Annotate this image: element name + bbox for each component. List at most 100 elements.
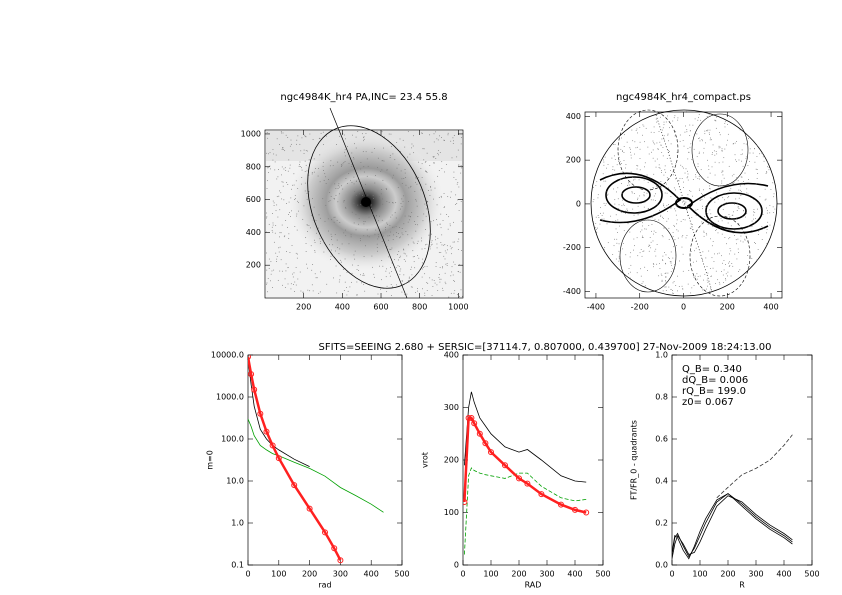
series-line — [672, 493, 793, 560]
panel: rad m=0 0 100 200 300 400 500 0.1 1.0 10.0 100.0 100… — [206, 351, 410, 590]
series-marker — [306, 505, 313, 512]
series-marker — [251, 386, 258, 393]
y-tick-label: 200 — [566, 156, 581, 165]
series-line — [464, 391, 587, 483]
y-tick-label: 0.0 — [655, 561, 668, 570]
axes-frame — [462, 354, 604, 566]
y-tick-label: 0.2 — [655, 519, 668, 528]
series-marker — [263, 428, 270, 435]
x-tick-label: 800 — [412, 303, 427, 312]
axes-frame — [247, 354, 403, 566]
galaxy-image — [266, 107, 462, 299]
series-line — [716, 434, 793, 499]
y-tick-label: 1000 — [241, 129, 261, 138]
series-marker — [337, 557, 344, 564]
series-marker — [516, 475, 522, 482]
x-tick-label: 500 — [595, 570, 610, 579]
y-axis-label: m=0 — [206, 450, 215, 470]
y-tick-label: 800 — [246, 162, 261, 171]
y-tick-label: 100 — [444, 508, 459, 517]
chart-title: ngc4984K_hr4 PA,INC= 23.4 55.8 — [280, 92, 447, 103]
series-line — [248, 359, 310, 467]
x-tick-label: 1000 — [448, 303, 468, 312]
y-tick-label: 200 — [246, 261, 261, 270]
series-marker — [248, 371, 255, 378]
panel: RAD vrot 0 100 200 300 400 500 0 100 200 300 400 — [421, 351, 611, 590]
series-marker — [524, 480, 531, 487]
axes-frame — [264, 129, 464, 299]
x-tick-label: 200 — [296, 303, 311, 312]
y-tick-label: 0.6 — [655, 435, 668, 444]
x-tick-label: 600 — [373, 303, 388, 312]
plot-area — [672, 434, 793, 560]
series-marker — [465, 415, 472, 421]
axes-frame — [584, 111, 783, 299]
x-axis-label: R — [739, 581, 745, 590]
x-tick-label: 0 — [460, 570, 465, 579]
y-tick-label: 1000.0 — [216, 393, 244, 402]
y-tick-label: 0.8 — [655, 393, 668, 402]
y-tick-label: 200 — [444, 456, 459, 465]
x-tick-label: 100 — [692, 570, 707, 579]
series-marker — [583, 509, 590, 516]
x-tick-label: 300 — [333, 570, 348, 579]
panel: ngc4984K_hr4 PA,INC= 23.4 55.8 200 400 600 8… — [241, 92, 469, 312]
x-tick-label: 100 — [483, 570, 498, 579]
y-tick-label: 1.0 — [655, 351, 668, 360]
series-marker — [331, 545, 338, 552]
y-axis-label: vrot — [421, 452, 430, 468]
plot-area — [463, 391, 590, 555]
plot-area — [248, 355, 384, 564]
y-tick-label: 300 — [444, 403, 459, 412]
chart-title: ngc4984K_hr4_compact.ps — [616, 92, 751, 103]
y-tick-label: -200 — [563, 243, 581, 252]
y-tick-label: 400 — [444, 351, 459, 360]
x-tick-label: 400 — [364, 570, 379, 579]
series-marker — [476, 430, 483, 437]
panel: R FT/FR_0 - quadrants 0 100 200 300 400 500 0.0 0… — [630, 351, 820, 590]
x-tick-label: 200 — [720, 303, 735, 312]
y-tick-label: 1.0 — [231, 519, 244, 528]
x-tick-label: 0 — [669, 570, 674, 579]
series-marker — [257, 410, 264, 417]
series-line — [248, 418, 384, 513]
y-axis-label: FT/FR_0 - quadrants — [630, 420, 639, 500]
y-tick-label: 400 — [246, 228, 261, 237]
x-tick-label: 400 — [763, 303, 778, 312]
series-marker — [482, 440, 489, 447]
axes-frame — [671, 354, 813, 566]
y-tick-label: 400 — [566, 112, 581, 121]
y-tick-label: 10.0 — [226, 477, 244, 486]
series-marker — [572, 506, 578, 513]
annotation: rQ_B= 199.0 — [682, 386, 746, 397]
x-tick-label: 0 — [245, 570, 250, 579]
series-marker — [291, 482, 298, 489]
y-tick-label: 0 — [576, 199, 581, 208]
x-tick-label: 300 — [748, 570, 763, 579]
y-tick-label: 100.0 — [221, 435, 244, 444]
y-tick-label: 600 — [246, 195, 261, 204]
series-marker — [269, 442, 276, 449]
series-marker — [502, 462, 508, 469]
annotation: z0= 0.067 — [682, 397, 734, 408]
series-marker — [558, 501, 564, 508]
series-marker — [488, 449, 494, 456]
x-axis-label: RAD — [525, 581, 542, 590]
series-marker — [322, 529, 328, 536]
x-tick-label: 0 — [681, 303, 686, 312]
y-tick-label: -400 — [563, 287, 581, 296]
annotation: Q_B= 0.340 — [682, 364, 742, 375]
x-tick-label: 400 — [567, 570, 582, 579]
x-tick-label: -200 — [631, 303, 649, 312]
panel: ngc4984K_hr4_compact.ps -400 -200 0 200 400 -4… — [563, 92, 783, 312]
series-marker — [463, 499, 468, 505]
y-tick-label: 10000.0 — [211, 351, 244, 360]
x-axis-label: rad — [318, 581, 331, 590]
series-marker — [468, 415, 475, 421]
series-line — [463, 416, 587, 514]
series-marker — [275, 455, 282, 462]
series-line — [464, 467, 587, 555]
x-tick-label: 100 — [271, 570, 286, 579]
